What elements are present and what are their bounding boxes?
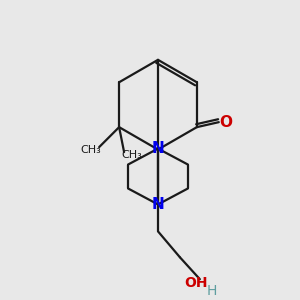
Text: CH₃: CH₃ (122, 150, 142, 160)
Text: O: O (219, 115, 232, 130)
Text: OH: OH (184, 276, 208, 290)
Text: N: N (152, 141, 164, 156)
Text: N: N (152, 197, 164, 212)
Text: CH₃: CH₃ (81, 145, 102, 155)
Text: H: H (207, 284, 217, 298)
